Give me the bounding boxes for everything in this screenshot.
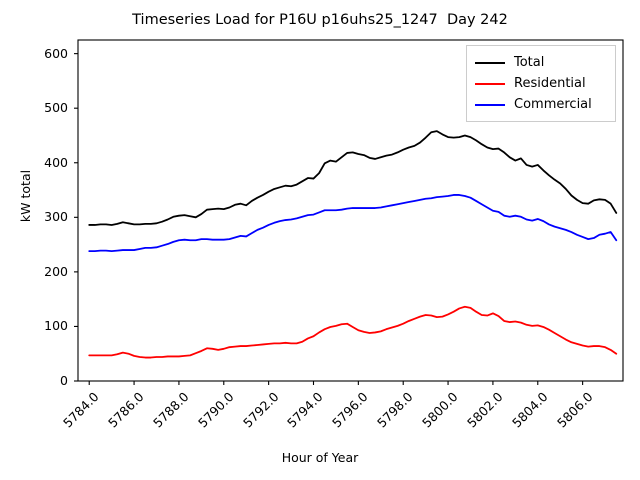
y-axis-tick-label: 400: [44, 154, 68, 170]
y-axis-tick-label: 100: [44, 318, 68, 334]
legend-item: Residential: [475, 73, 607, 94]
x-axis-label: Hour of Year: [281, 450, 359, 465]
y-axis-tick-label: 300: [44, 209, 68, 225]
axes-frame: [77, 39, 624, 382]
chart-legend: Total Residential Commercial: [466, 45, 616, 122]
legend-label: Residential: [514, 76, 586, 91]
legend-label: Total: [514, 55, 545, 70]
legend-item: Total: [475, 52, 607, 73]
legend-color-swatch: [475, 61, 505, 64]
y-axis-tick-label: 500: [44, 100, 68, 116]
series-line-residential: [88, 305, 618, 359]
legend-color-swatch: [475, 103, 505, 106]
y-axis-tick-label: 0: [60, 373, 68, 388]
series-line-total: [88, 130, 618, 226]
y-axis-tick-label: 600: [44, 45, 68, 61]
y-axis-tick-label: 200: [44, 263, 68, 279]
legend-color-swatch: [475, 82, 505, 85]
chart-title: Timeseries Load for P16U p16uhs25_1247 D…: [132, 12, 508, 28]
legend-label: Commercial: [514, 97, 592, 112]
series-line-commercial: [88, 194, 618, 253]
legend-item: Commercial: [475, 94, 607, 115]
